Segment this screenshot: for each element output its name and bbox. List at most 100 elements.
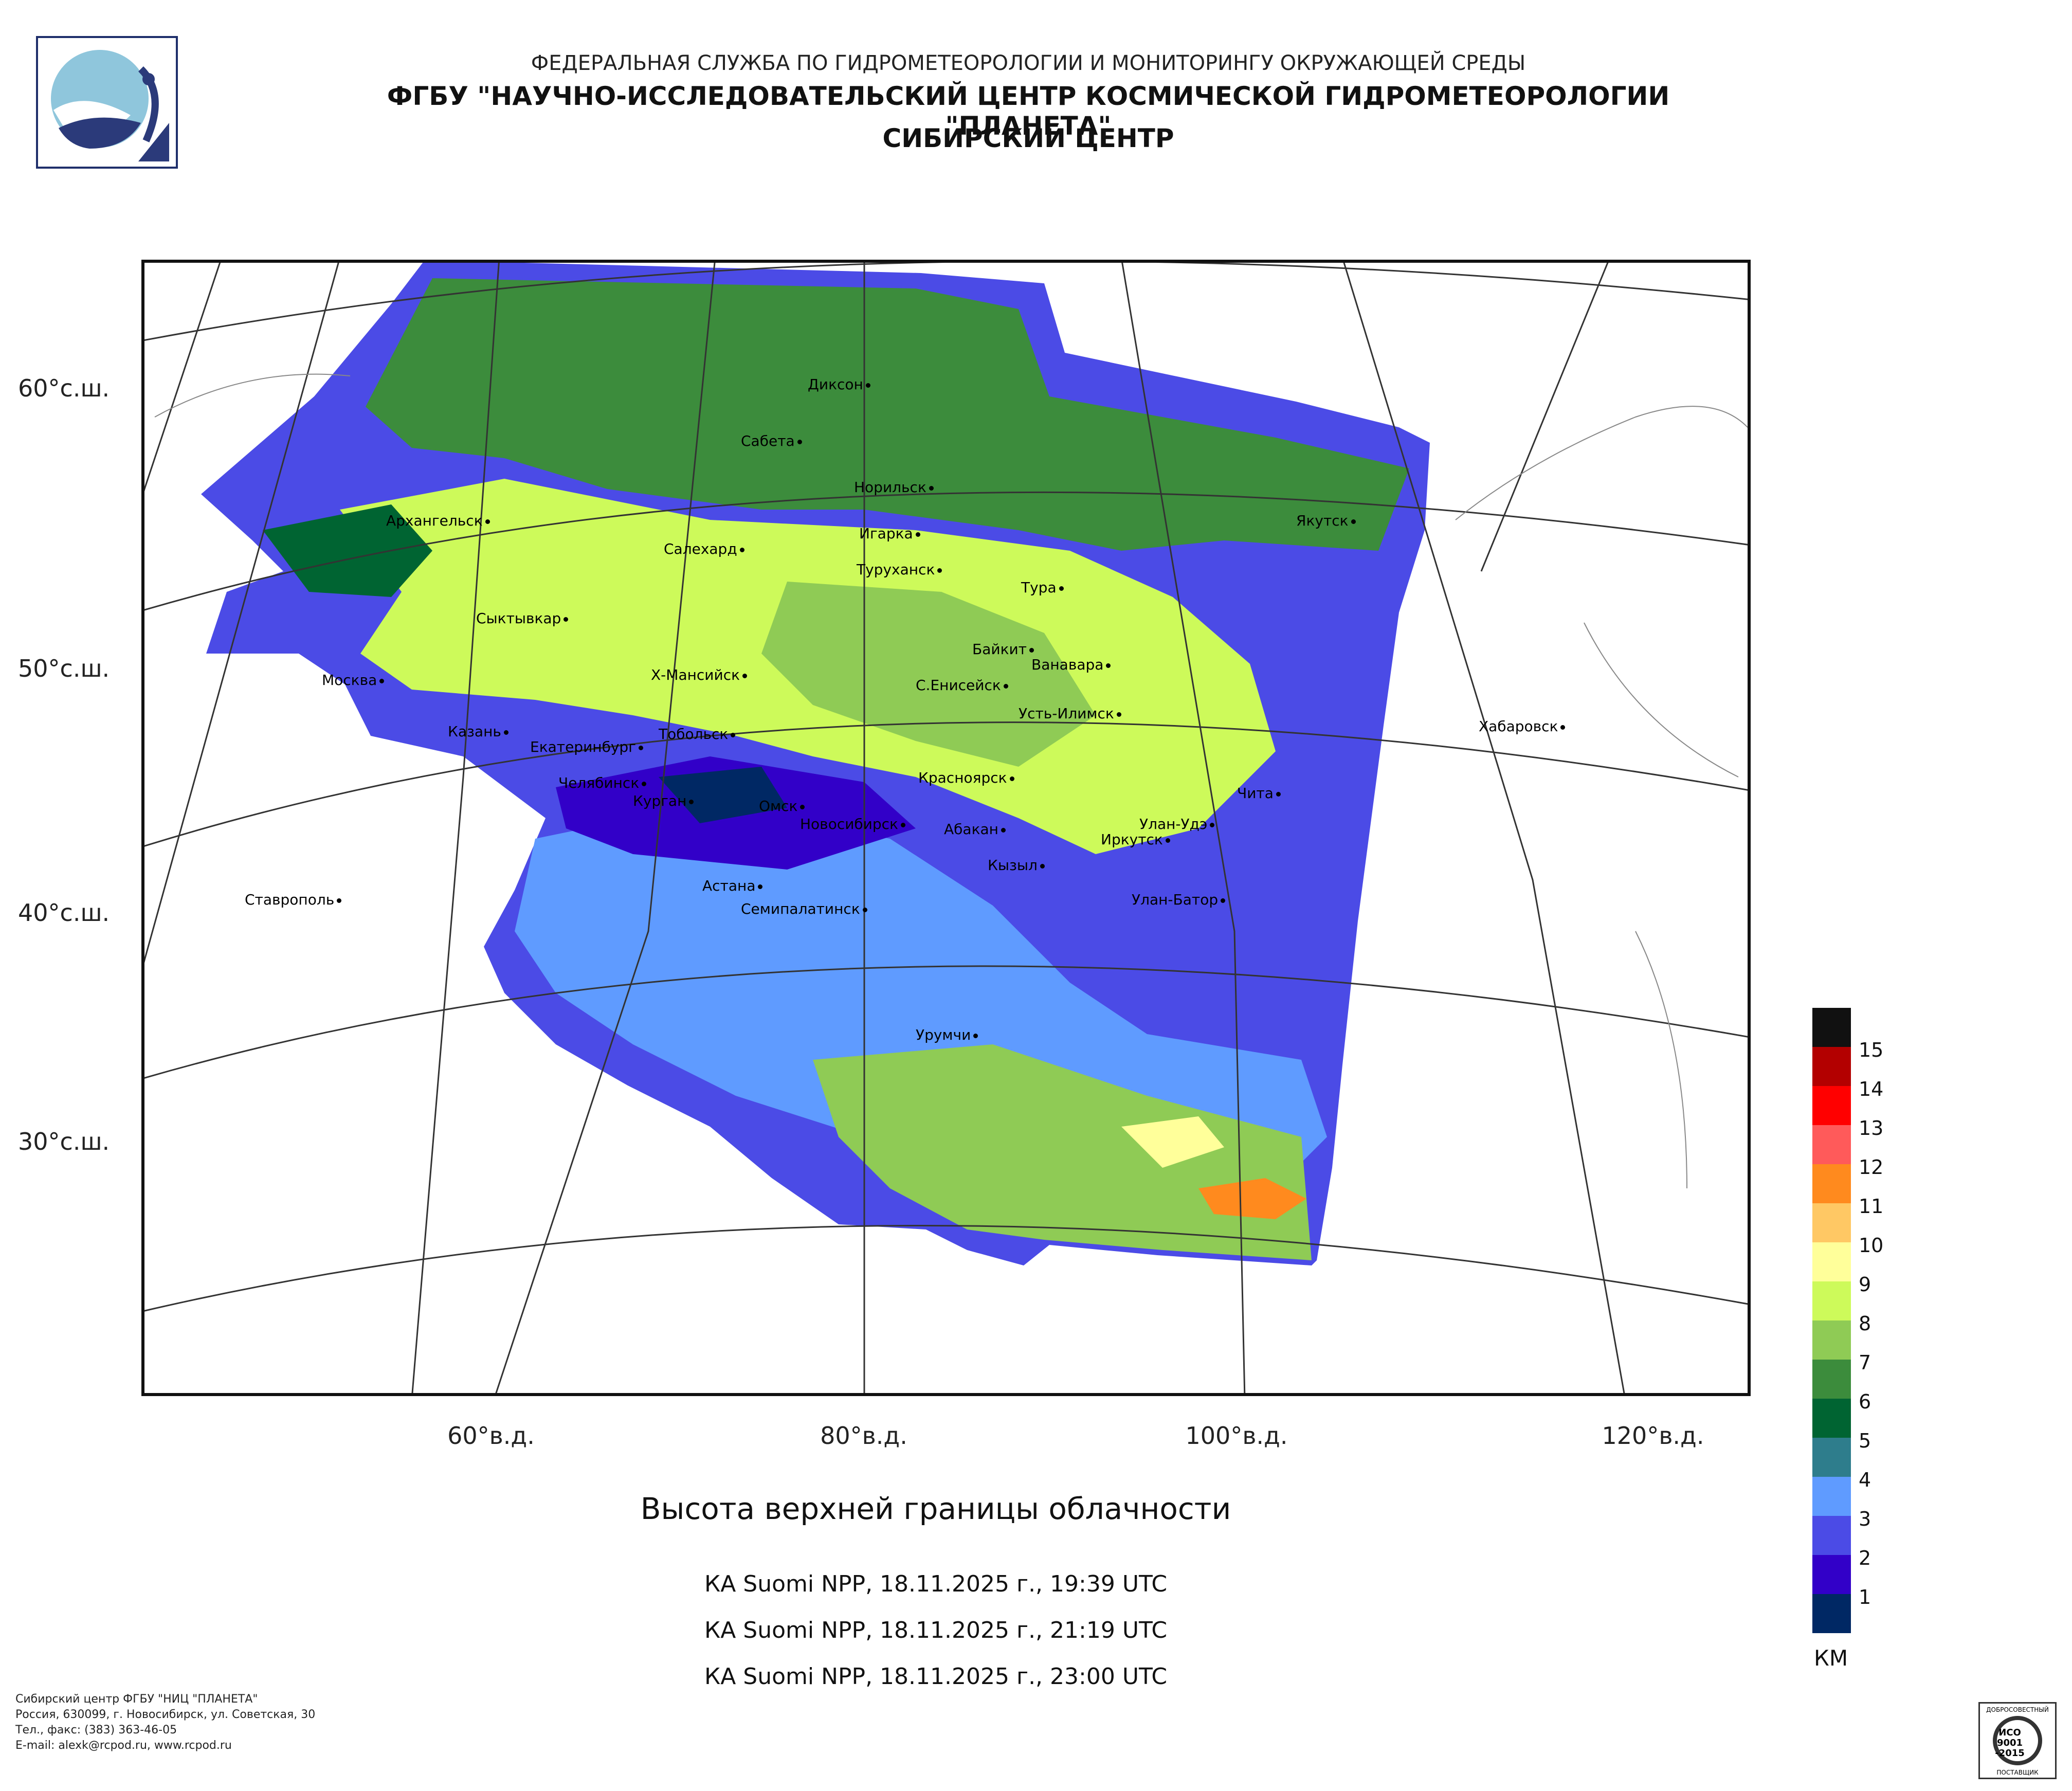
height-legend: 15 14 13 12 11 10 9 8 7 6 5 4 3 2 1 [1812, 1008, 1883, 1633]
legend-swatch [1812, 1203, 1851, 1242]
city-label: Улан-Батор [1132, 891, 1226, 908]
city-label: Семипалатинск [741, 900, 867, 917]
footer-phone: Тел., факс: (383) 363-46-05 [15, 1724, 177, 1736]
longitude-lines [144, 263, 1625, 1393]
legend-swatch [1812, 1438, 1851, 1477]
city-label: Ставрополь [245, 891, 342, 908]
header-center: СИБИРСКИЙ ЦЕНТР [882, 123, 1174, 153]
lat-label-60: 60°с.ш. [18, 374, 110, 402]
legend-label: 5 [1859, 1430, 1871, 1452]
city-label: Байкит [972, 641, 1034, 658]
legend-label: 1 [1859, 1586, 1871, 1608]
legend-swatch [1812, 1320, 1851, 1360]
iso-badge-graphic: ДОБРОСОВЕСТНЫЙ ИСО 9001 -2015 ПОСТАВЩИК [1986, 1706, 2049, 1776]
lat-label-30: 30°с.ш. [18, 1128, 110, 1155]
legend-label: 13 [1859, 1117, 1884, 1139]
city-label: Норильск [854, 479, 934, 496]
planeta-logo [36, 36, 178, 169]
city-label: С.Енисейск [916, 677, 1008, 694]
legend-swatch [1812, 1594, 1851, 1633]
legend-unit: КМ [1814, 1645, 1848, 1671]
city-label: Диксон [808, 376, 870, 393]
legend-swatch [1812, 1047, 1851, 1086]
header-organization: ФГБУ "НАУЧНО-ИССЛЕДОВАТЕЛЬСКИЙ ЦЕНТР КОС… [387, 81, 1670, 141]
legend-label: 2 [1859, 1547, 1871, 1569]
city-label: Туруханск [857, 561, 942, 578]
cloud-teal-patch [659, 767, 787, 823]
city-label: Ванавара [1031, 656, 1111, 673]
legend-swatch [1812, 1360, 1851, 1399]
legend-label: 15 [1859, 1039, 1884, 1061]
city-label: Тура [1021, 579, 1064, 596]
legend-label: 9 [1859, 1273, 1871, 1296]
cloud-green-north [366, 278, 1409, 551]
cloud-green-south [813, 1044, 1312, 1260]
city-label: Астана [702, 877, 764, 894]
city-label: Красноярск [918, 769, 1014, 786]
legend-swatch [1812, 1008, 1851, 1047]
legend-swatch [1812, 1086, 1851, 1125]
city-label: Чита [1237, 785, 1281, 802]
satellite-pass: КА Suomi NPP, 18.11.2025 г., 23:00 UTC [704, 1663, 1168, 1690]
cloud-yellow-patch [1121, 1116, 1224, 1168]
city-label: Омск [759, 798, 806, 815]
footer-address: Россия, 630099, г. Новосибирск, ул. Сове… [15, 1708, 316, 1721]
iso-bottom-text: ПОСТАВЩИК [1996, 1769, 2039, 1776]
map-title: Высота верхней границы облачности [640, 1491, 1231, 1526]
cloud-top-map: Диксон Сабета Норильск Архангельск Игарк… [141, 260, 1751, 1396]
legend-swatch [1812, 1164, 1851, 1203]
legend-label: 3 [1859, 1508, 1871, 1530]
legend-label: 7 [1859, 1351, 1871, 1374]
footer-org: Сибирский центр ФГБУ "НИЦ "ПЛАНЕТА" [15, 1693, 258, 1706]
lon-label-80: 80°в.д. [820, 1422, 907, 1450]
city-label: Москва [322, 672, 385, 689]
legend-label: 6 [1859, 1390, 1871, 1413]
legend-label: 4 [1859, 1469, 1871, 1491]
legend-label: 11 [1859, 1195, 1884, 1218]
city-label: Челябинск [558, 774, 647, 791]
city-label: Игарка [859, 525, 920, 542]
legend-label: 12 [1859, 1156, 1884, 1179]
iso-mid3: -2015 [1995, 1748, 2025, 1759]
legend-swatch [1812, 1516, 1851, 1555]
city-label: Иркутск [1101, 831, 1170, 848]
city-label: Сабета [741, 432, 802, 449]
city-label: Улан-Удэ [1139, 816, 1215, 833]
iso-mid1: ИСО [1998, 1727, 2021, 1738]
lon-label-120: 120°в.д. [1602, 1422, 1704, 1450]
legend-swatch [1812, 1125, 1851, 1164]
cloud-dark-green-patch [263, 504, 432, 597]
city-label: Екатеринбург [530, 738, 643, 755]
legend-swatch [1812, 1242, 1851, 1281]
legend-swatch [1812, 1399, 1851, 1438]
legend-swatch [1812, 1555, 1851, 1594]
iso-mid2: 9001 [1997, 1738, 2023, 1748]
city-label: Х-Мансийск [651, 666, 748, 683]
city-label: Тобольск [659, 726, 736, 743]
city-label: Курган [633, 792, 694, 809]
header-agency: ФЕДЕРАЛЬНАЯ СЛУЖБА ПО ГИДРОМЕТЕОРОЛОГИИ … [531, 51, 1526, 75]
legend-label: 10 [1859, 1234, 1884, 1257]
city-label: Новосибирск [800, 816, 905, 833]
city-label: Кызыл [988, 857, 1045, 874]
city-label: Салехард [664, 540, 744, 557]
cloud-orange-patch [1198, 1178, 1306, 1219]
planeta-emblem-icon [51, 50, 169, 161]
city-label: Якутск [1296, 512, 1356, 529]
city-label: Сыктывкар [476, 610, 569, 627]
satellite-pass: КА Suomi NPP, 18.11.2025 г., 21:19 UTC [704, 1617, 1168, 1643]
lat-label-50: 50°с.ш. [18, 655, 110, 682]
lat-label-40: 40°с.ш. [18, 899, 110, 927]
footer-email: E-mail: alexk@rcpod.ru, www.rcpod.ru [15, 1739, 232, 1752]
footer-contacts: Сибирский центр ФГБУ "НИЦ "ПЛАНЕТА" Росс… [15, 1692, 315, 1753]
city-label: Урумчи [916, 1026, 978, 1043]
lon-label-100: 100°в.д. [1185, 1422, 1288, 1450]
iso-top-text: ДОБРОСОВЕСТНЫЙ [1986, 1706, 2049, 1713]
legend-swatch [1812, 1477, 1851, 1516]
city-label: Архангельск [386, 512, 490, 529]
iso-certification-badge: ДОБРОСОВЕСТНЫЙ ИСО 9001 -2015 ПОСТАВЩИК [1978, 1702, 2057, 1779]
coastlines [154, 373, 1748, 1189]
map-canvas [144, 263, 1748, 1393]
lon-label-60: 60°в.д. [447, 1422, 535, 1450]
legend-label: 14 [1859, 1078, 1884, 1100]
